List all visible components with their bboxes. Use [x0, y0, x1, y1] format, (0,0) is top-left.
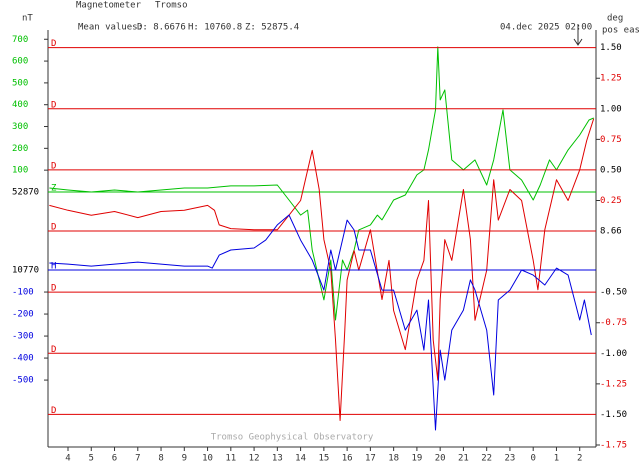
y2-unit: deg: [607, 14, 623, 24]
mean-value: D: 8.6676: [137, 23, 186, 33]
y-tick-label: -1.50: [600, 410, 627, 420]
y-tick-label: -500: [12, 376, 34, 386]
legend-label: D: [51, 345, 56, 355]
y-tick-label: 400: [12, 100, 28, 110]
x-tick-label: 18: [388, 454, 399, 463]
x-tick-label: 17: [365, 454, 376, 463]
y-tick-label: 0.50: [600, 165, 622, 175]
data-line: [49, 46, 594, 321]
x-tick-label: 4: [65, 454, 70, 463]
y-tick-label: -1.25: [600, 379, 627, 389]
y-tick-label: -1.75: [600, 441, 627, 451]
y-tick-label: 600: [12, 57, 28, 67]
y-tick-label: -1.00: [600, 349, 627, 359]
x-tick-label: 12: [249, 454, 260, 463]
x-tick-label: 11: [225, 454, 236, 463]
legend-label: D: [51, 100, 56, 110]
arrow: [573, 24, 583, 46]
x-tick-label: 7: [135, 454, 140, 463]
y-tick-label: -300: [12, 332, 34, 342]
y-tick-label: -100: [12, 288, 34, 298]
x-tick-label: 20: [435, 454, 446, 463]
timestamp: 04.dec 2025 02:00: [500, 23, 592, 33]
x-tick-label: 15: [318, 454, 329, 463]
x-tick-label: 13: [272, 454, 283, 463]
legend-label: H: [51, 262, 56, 272]
legend-label: D: [51, 284, 56, 294]
chart-title: Magnetometer: [76, 1, 142, 11]
y-tick-label: 100: [12, 166, 28, 176]
x-tick-label: 21: [458, 454, 469, 463]
x-tick-label: 6: [112, 454, 117, 463]
x-tick-label: 19: [411, 454, 422, 463]
y-tick-label: -400: [12, 354, 34, 364]
watermark: Tromso Geophysical Observatory: [211, 433, 374, 443]
y-tick-label: 8.66: [600, 227, 622, 237]
y-tick-label: 10770: [12, 266, 39, 276]
y-tick-label: 500: [12, 78, 28, 88]
x-tick-label: 9: [182, 454, 187, 463]
legend-label: D: [51, 223, 56, 233]
x-tick-label: 10: [202, 454, 213, 463]
y-tick-label: 300: [12, 122, 28, 132]
x-tick-label: 14: [295, 454, 306, 463]
y-tick-label: 0.25: [600, 196, 622, 206]
y-tick-label: 1.25: [600, 74, 622, 84]
y-tick-label: -0.50: [600, 288, 627, 298]
x-tick-label: 22: [481, 454, 492, 463]
y-unit: nT: [22, 14, 33, 24]
y2-sublabel: pos east: [602, 26, 640, 36]
y-tick-label: -0.75: [600, 318, 627, 328]
data-line: [49, 118, 595, 421]
y-tick-label: 200: [12, 144, 28, 154]
x-tick-label: 1: [554, 454, 559, 463]
x-tick-label: 2: [577, 454, 582, 463]
legend-label: D: [51, 161, 56, 171]
mean-value: H: 10760.8: [188, 23, 242, 33]
y-tick-label: 700: [12, 35, 28, 45]
x-tick-label: 5: [89, 454, 94, 463]
y-tick-label: -200: [12, 310, 34, 320]
x-tick-label: 16: [342, 454, 353, 463]
mean-value: Z: 52875.4: [245, 23, 299, 33]
y-tick-label: 0.75: [600, 135, 622, 145]
y-tick-label: 52870: [12, 187, 39, 197]
station: Tromso: [155, 1, 188, 11]
x-tick-label: 0: [530, 454, 535, 463]
y-tick-label: 1.00: [600, 104, 622, 114]
mean-label: Mean values:: [78, 23, 143, 33]
data-line: [49, 214, 592, 431]
x-tick-label: 8: [158, 454, 163, 463]
x-tick-label: 23: [505, 454, 516, 463]
legend-label: D: [51, 39, 56, 49]
legend-label: D: [51, 406, 56, 416]
y-tick-label: 1.50: [600, 43, 622, 53]
